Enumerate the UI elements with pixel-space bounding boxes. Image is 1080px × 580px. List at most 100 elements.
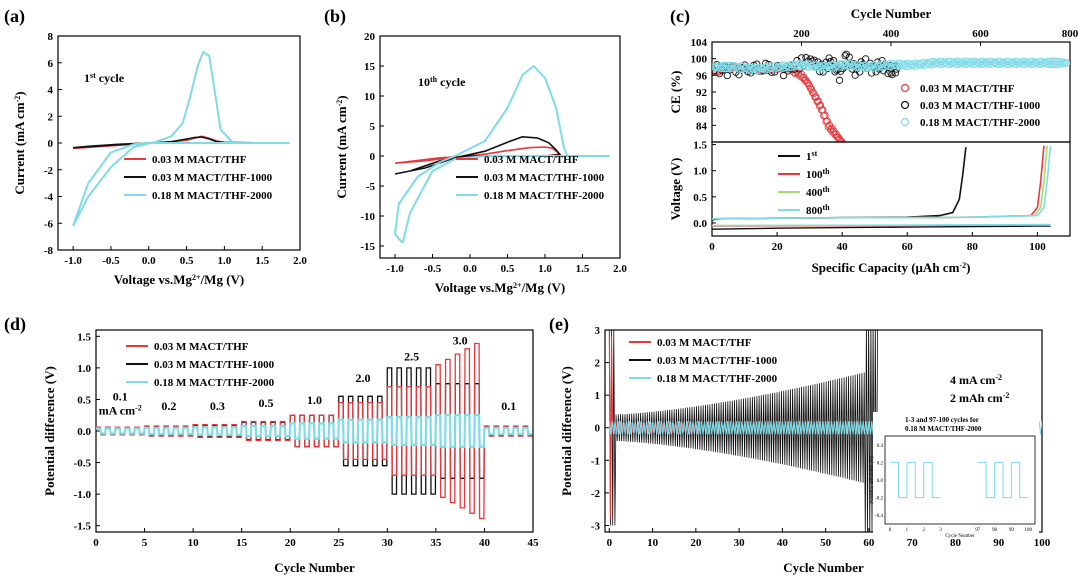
x-tick-label-a-3: 0.5 bbox=[180, 255, 194, 267]
x-tick-label-e-10: 100 bbox=[1034, 537, 1051, 549]
ce-point-0-8-2 bbox=[806, 84, 815, 92]
x-tick-label-c-bot-2: 40 bbox=[837, 241, 849, 253]
x-tick-label-c-bot-0: 0 bbox=[709, 241, 715, 253]
ce-point-1-9-5 bbox=[841, 52, 849, 60]
inset-y-tick-4: -0.4 bbox=[875, 514, 883, 519]
top-axis-title-c: Cycle Number bbox=[851, 6, 932, 21]
y-tick-label-e-4: 1 bbox=[595, 390, 601, 402]
chart-panel-a: (a) -1.0 -0.5 0.0 0.5 1.0 1.5 2.0 -8 -6 -4 -2 0 2 4 6 8… bbox=[4, 6, 307, 287]
ce-point-0-17-0 bbox=[865, 180, 871, 186]
x-tick-label-d-6: 30 bbox=[382, 537, 394, 549]
y-axis-title-e: Potential difference (V) bbox=[559, 366, 574, 496]
ce-point-2-15-16 bbox=[1061, 58, 1070, 66]
y-tick-label-c-top-2: 92 bbox=[696, 87, 708, 99]
inset-x-tick-6: 99 bbox=[1009, 528, 1015, 533]
y-tick-label-e-2: -1 bbox=[591, 455, 600, 467]
ce-point-0-16-5 bbox=[864, 179, 870, 185]
x-tick-label-e-5: 50 bbox=[820, 537, 832, 549]
legend-label-b-2: 0.18 M MACT/THF-2000 bbox=[484, 190, 605, 202]
y-tick-label-d-6: 1.5 bbox=[77, 331, 91, 343]
voltage-discharge-curve-3 bbox=[711, 223, 1051, 227]
inset-x-axis-title: Cycle Number bbox=[945, 534, 975, 539]
y-axis-title-d: Potential difference (V) bbox=[42, 366, 57, 496]
legend-label-e-1: 0.03 M MACT/THF-1000 bbox=[657, 355, 778, 367]
x-tick-label-b-0: -1.0 bbox=[386, 263, 404, 275]
rate-unit-label: mA cm-2 bbox=[99, 403, 142, 418]
ce-point-0-16-1 bbox=[860, 172, 866, 178]
cv-curve-a-2 bbox=[72, 51, 290, 227]
rate-label-4: 1.0 bbox=[307, 393, 322, 407]
voltage-charge-curve-2 bbox=[711, 145, 1048, 220]
x-tick-label-a-5: 1.5 bbox=[255, 255, 269, 267]
y-tick-label-a-5: 2 bbox=[48, 111, 54, 123]
y-axis-title-b: Current (mA cm-2) bbox=[334, 95, 349, 198]
x-tick-label-d-4: 20 bbox=[285, 537, 297, 549]
x-tick-label-c-bot-1: 20 bbox=[772, 241, 784, 253]
y-tick-label-b-5: 10 bbox=[364, 91, 376, 103]
ce-point-0-17-2 bbox=[868, 183, 874, 189]
x-tick-label-b-2: 0.0 bbox=[463, 263, 477, 275]
panel-label-c: (c) bbox=[670, 6, 690, 27]
y-tick-label-d-3: 0.0 bbox=[77, 426, 91, 438]
y-tick-label-c-top-1: 88 bbox=[696, 104, 708, 116]
x-tick-label-c-bot-5: 100 bbox=[1029, 241, 1046, 253]
y-axis-title-c-bot: Voltage (V) bbox=[668, 158, 683, 221]
test-condition-1: 2 mAh cm-2 bbox=[950, 391, 1009, 406]
ce-point-0-16-4 bbox=[863, 175, 869, 181]
y-axis-title-c-top: CE (%) bbox=[668, 71, 683, 114]
inset-x-tick-0: 0 bbox=[889, 528, 892, 533]
plot-frame-b bbox=[379, 35, 621, 259]
inset-x-tick-1: 1 bbox=[906, 528, 909, 533]
legend-marker-c-top-0 bbox=[900, 83, 910, 93]
ce-point-0-6-4 bbox=[794, 70, 803, 78]
legend-label-c-top-1: 0.03 M MACT/THF-1000 bbox=[920, 100, 1041, 112]
y-tick-label-c-top-0: 84 bbox=[696, 120, 708, 132]
ce-point-0-16-0 bbox=[859, 166, 865, 172]
y-tick-label-c-bot-2: 1.0 bbox=[693, 166, 707, 178]
chart-panel-b: (b) -1.0 -0.5 0.0 0.5 1.0 1.5 2.0 -15 -10 -5 0 5 10 1… bbox=[324, 6, 627, 295]
inset-frame bbox=[884, 435, 1036, 525]
rate-label-6: 2.5 bbox=[404, 349, 419, 363]
x-tick-label-c-top-3: 800 bbox=[1062, 28, 1079, 40]
rate-label-7: 3.0 bbox=[453, 334, 468, 348]
ce-point-0-9-1 bbox=[812, 93, 820, 101]
x-tick-label-d-1: 5 bbox=[142, 537, 148, 549]
legend-marker-c-top-2 bbox=[900, 117, 910, 127]
y-axis-title-a: Current (mA cm-2) bbox=[12, 91, 27, 194]
ce-point-0-14-0 bbox=[845, 146, 851, 152]
rate-label-8: 0.1 bbox=[501, 399, 516, 413]
voltage-charge-curve-1 bbox=[711, 145, 1045, 220]
ce-point-0-13-3 bbox=[842, 144, 848, 150]
inset-x-tick-3: 3 bbox=[939, 528, 942, 533]
ce-point-0-14-5 bbox=[851, 156, 857, 162]
rate-trace-cyan bbox=[96, 414, 533, 448]
ce-point-0-13-4 bbox=[843, 144, 849, 150]
y-tick-label-c-top-4: 100 bbox=[691, 54, 708, 66]
plot-frame-e bbox=[604, 329, 1043, 533]
inset-trace-late bbox=[977, 461, 1029, 499]
x-tick-label-c-top-1: 400 bbox=[883, 28, 900, 40]
ce-points-group bbox=[712, 50, 1070, 189]
inset-trace-early bbox=[890, 461, 941, 499]
rate-label-0: 0.1 bbox=[113, 390, 128, 404]
x-tick-label-b-4: 1.0 bbox=[538, 263, 552, 275]
legend-label-b-0: 0.03 M MACT/THF bbox=[484, 154, 579, 166]
inset-x-tick-2: 2 bbox=[923, 528, 926, 533]
legend-label-c-bot-3: 800th bbox=[806, 203, 830, 218]
x-tick-label-a-2: 0.0 bbox=[142, 255, 156, 267]
ce-point-0-16-3 bbox=[862, 175, 868, 181]
rate-traces-group bbox=[96, 342, 533, 520]
y-tick-label-c-bot-3: 1.5 bbox=[693, 140, 707, 152]
x-tick-label-a-6: 2.0 bbox=[293, 255, 307, 267]
ce-point-0-12-4 bbox=[835, 135, 844, 142]
y-tick-label-b-0: -15 bbox=[360, 241, 375, 253]
inset-y-tick-3: -0.2 bbox=[875, 497, 883, 502]
y-tick-label-c-top-3: 96 bbox=[696, 70, 708, 82]
legend-label-c-top-2: 0.18 M MACT/THF-2000 bbox=[920, 117, 1041, 129]
ce-point-0-11-2 bbox=[826, 125, 835, 134]
rate-label-2: 0.3 bbox=[210, 399, 225, 413]
y-tick-label-e-0: -3 bbox=[591, 520, 601, 532]
x-tick-label-b-6: 2.0 bbox=[613, 263, 627, 275]
y-tick-label-a-6: 4 bbox=[48, 85, 54, 97]
